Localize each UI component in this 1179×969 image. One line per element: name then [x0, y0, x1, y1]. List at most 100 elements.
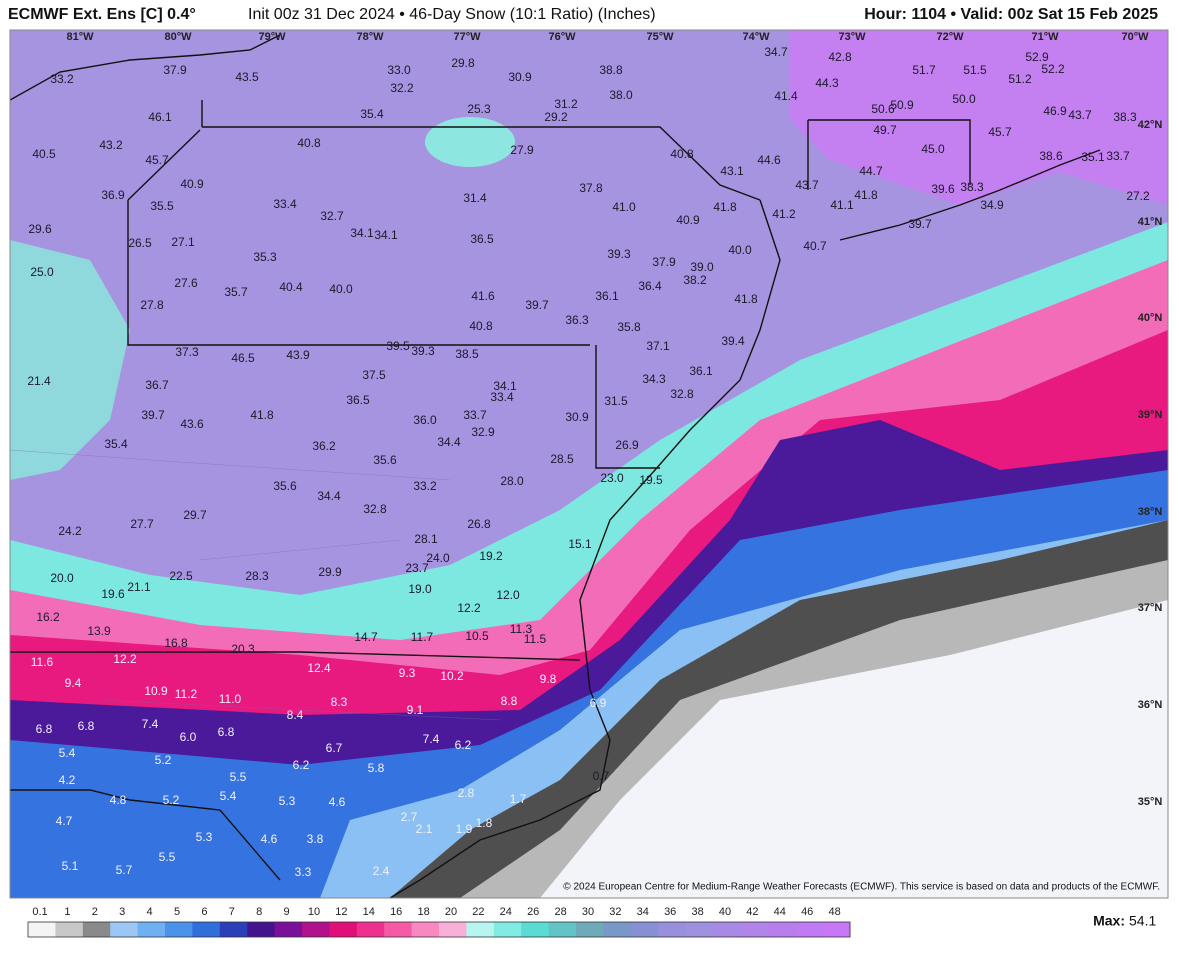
- longitude-label: 72°W: [936, 31, 964, 43]
- state-border: [10, 789, 281, 881]
- snow-total-label: 11.3: [510, 622, 533, 636]
- snow-total-label: 43.2: [99, 138, 123, 152]
- snow-total-label: 20.3: [231, 642, 255, 656]
- snow-total-label: 9.4: [65, 676, 82, 690]
- snow-total-label: 36.5: [346, 393, 370, 407]
- snow-total-label: 43.7: [1068, 108, 1092, 122]
- header-model: ECMWF Ext. Ens [C] 0.4°: [8, 6, 196, 23]
- snow-total-label: 5.5: [230, 770, 247, 784]
- colorbar-cell: [247, 922, 275, 937]
- snow-total-label: 45.7: [145, 153, 169, 167]
- snow-total-label: 35.3: [253, 250, 277, 264]
- snow-total-label: 6.8: [218, 725, 235, 739]
- snow-total-label: 3.3: [295, 865, 312, 879]
- snow-total-label: 35.1: [1081, 150, 1105, 164]
- snow-total-label: 35.7: [224, 285, 248, 299]
- snow-total-label: 9.3: [399, 666, 416, 680]
- longitude-label: 73°W: [838, 31, 866, 43]
- snow-total-label: 4.8: [110, 793, 127, 807]
- snow-total-label: 26.8: [467, 517, 491, 531]
- snow-total-label: 41.8: [734, 292, 758, 306]
- shade-cyan-west: [10, 240, 130, 480]
- snow-total-label: 35.6: [273, 479, 297, 493]
- snow-total-label: 39.3: [411, 344, 435, 358]
- latitude-label: 42°N: [1138, 119, 1163, 131]
- colorbar-cell: [137, 922, 166, 937]
- snow-total-label: 35.4: [104, 437, 128, 451]
- snow-total-label: 39.7: [141, 408, 165, 422]
- snow-total-label: 13.9: [87, 624, 111, 638]
- colorbar-cell: [439, 922, 467, 937]
- snow-total-label: 25.3: [467, 102, 491, 116]
- colorbar-cell: [767, 922, 796, 937]
- snow-total-label: 40.7: [803, 239, 827, 253]
- snow-total-label: 1.9: [456, 822, 473, 836]
- snow-total-label: 31.5: [604, 394, 628, 408]
- longitude-label: 76°W: [548, 31, 576, 43]
- snow-total-label: 25.0: [30, 265, 54, 279]
- colorbar-cell: [192, 922, 221, 937]
- snow-total-label: 41.8: [250, 408, 274, 422]
- snow-shading: [10, 30, 1168, 898]
- snow-total-label: 5.4: [59, 746, 76, 760]
- snow-total-label: 29.6: [28, 222, 52, 236]
- colorbar-label: 16: [390, 906, 402, 918]
- snow-total-label: 46.1: [148, 110, 172, 124]
- snow-total-label: 30.9: [508, 70, 532, 84]
- snow-total-label: 34.3: [642, 372, 666, 386]
- map-frame: [9, 29, 1169, 899]
- snow-total-label: 41.8: [854, 188, 878, 202]
- snow-total-label: 37.3: [175, 345, 199, 359]
- snow-total-label: 44.6: [757, 153, 781, 167]
- snow-total-label: 51.2: [1008, 72, 1032, 86]
- snow-total-label: 30.9: [565, 410, 589, 424]
- snow-total-label: 4.2: [59, 773, 76, 787]
- snow-total-label: 43.9: [286, 348, 310, 362]
- snow-total-label: 28.5: [550, 452, 574, 466]
- colorbar-label: 6: [201, 906, 207, 918]
- county-lines: [10, 449, 501, 721]
- snow-total-label: 36.1: [689, 364, 713, 378]
- snow-total-label: 32.2: [390, 81, 414, 95]
- snow-total-label: 35.8: [617, 320, 641, 334]
- snow-total-label: 9.8: [540, 672, 557, 686]
- snow-total-label: 5.5: [159, 850, 176, 864]
- snow-total-label: 4.6: [329, 795, 346, 809]
- snow-total-label: 38.0: [609, 88, 633, 102]
- latitude-label: 41°N: [1138, 216, 1163, 228]
- colorbar-label: 30: [582, 906, 594, 918]
- snow-total-label: 19.5: [639, 473, 663, 487]
- snow-total-label: 3.8: [307, 832, 324, 846]
- snow-total-label: 5.8: [368, 761, 385, 775]
- snow-total-label: 8.8: [501, 694, 518, 708]
- state-border: [202, 126, 761, 201]
- snow-total-label: 34.4: [317, 489, 341, 503]
- snow-total-label: 21.1: [127, 580, 151, 594]
- state-border: [595, 345, 660, 469]
- snow-total-label: 2.7: [401, 810, 418, 824]
- colorbar-label: 48: [828, 906, 840, 918]
- longitude-label: 77°W: [453, 31, 481, 43]
- longitude-label: 74°W: [742, 31, 770, 43]
- colorbar-label: 32: [609, 906, 621, 918]
- colorbar-cell: [82, 922, 111, 937]
- snow-total-label: 6.8: [78, 719, 95, 733]
- snow-total-label: 38.3: [1113, 110, 1137, 124]
- coastline: [839, 149, 1101, 241]
- snow-total-label: 27.2: [1126, 189, 1150, 203]
- snow-total-label: 37.9: [163, 63, 187, 77]
- shade-cyan-spot: [425, 117, 515, 167]
- snow-total-label: 50.9: [890, 98, 914, 112]
- colorbar-label: 42: [746, 906, 758, 918]
- colorbar-label: 26: [527, 906, 539, 918]
- snow-total-label: 39.0: [690, 260, 714, 274]
- latitude-label: 39°N: [1138, 409, 1163, 421]
- colorbar-label: 44: [774, 906, 786, 918]
- snow-total-label: 39.7: [908, 217, 932, 231]
- snow-total-label: 27.6: [174, 276, 198, 290]
- colorbar-cell: [466, 922, 495, 937]
- snow-total-label: 39.7: [525, 298, 549, 312]
- snow-total-label: 51.5: [963, 63, 987, 77]
- snow-total-label: 39.3: [607, 247, 631, 261]
- snow-total-label: 33.4: [490, 390, 514, 404]
